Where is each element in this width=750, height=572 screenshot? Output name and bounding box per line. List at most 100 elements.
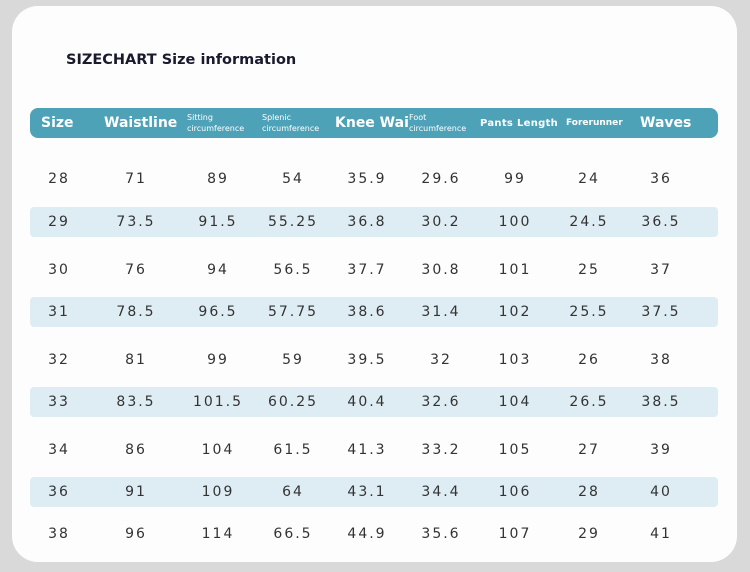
table-row: 38 96 114 66.5 44.9 35.6 107 29 41 — [30, 519, 718, 549]
cell-size: 29 — [48, 214, 70, 230]
cell-splenic-circumference: 60.25 — [267, 394, 319, 410]
cell-waistline: 81 — [125, 352, 147, 368]
table-row: 29 73.5 91.5 55.25 36.8 30.2 100 24.5 36.5 — [30, 207, 718, 237]
cell-foot-circumference: 32.6 — [421, 394, 461, 410]
size-chart-card — [12, 6, 737, 562]
cell-pants-length: 105 — [498, 442, 532, 458]
cell-forerunner: 26.5 — [569, 394, 609, 410]
cell-size: 36 — [48, 484, 70, 500]
cell-foot-circumference: 29.6 — [421, 171, 461, 187]
cell-foot-circumference: 30.2 — [421, 214, 461, 230]
cell-waves: 38 — [650, 352, 672, 368]
table-row: 30 76 94 56.5 37.7 30.8 101 25 37 — [30, 255, 718, 285]
cell-foot-circumference: 30.8 — [421, 262, 461, 278]
header-size-label: Size — [41, 115, 74, 131]
table-row: 34 86 104 61.5 41.3 33.2 105 27 39 — [30, 435, 718, 465]
cell-sitting-circumference: 89 — [207, 171, 229, 187]
cell-size: 31 — [48, 304, 70, 320]
cell-knee-wai: 41.3 — [347, 442, 387, 458]
cell-size: 33 — [48, 394, 70, 410]
cell-waves: 37 — [650, 262, 672, 278]
cell-waistline: 83.5 — [116, 394, 156, 410]
cell-splenic-circumference: 57.75 — [267, 304, 319, 320]
cell-pants-length: 106 — [498, 484, 532, 500]
cell-forerunner: 25.5 — [569, 304, 609, 320]
cell-pants-length: 107 — [498, 526, 532, 542]
header-forerunner-label: Forerunner — [566, 118, 623, 128]
cell-size: 38 — [48, 526, 70, 542]
cell-splenic-circumference: 61.5 — [273, 442, 313, 458]
cell-sitting-circumference: 94 — [207, 262, 229, 278]
cell-sitting-circumference: 101.5 — [192, 394, 244, 410]
table-row: 28 71 89 54 35.9 29.6 99 24 36 — [30, 164, 718, 194]
cell-size: 32 — [48, 352, 70, 368]
header-sitting-line1: Sitting — [187, 113, 213, 122]
cell-pants-length: 102 — [498, 304, 532, 320]
cell-forerunner: 24.5 — [569, 214, 609, 230]
header-foot-line2: circumference — [409, 124, 467, 133]
cell-forerunner: 24 — [578, 171, 600, 187]
cell-sitting-circumference: 114 — [201, 526, 235, 542]
cell-forerunner: 29 — [578, 526, 600, 542]
cell-waistline: 96 — [125, 526, 147, 542]
header-waistline-label: Waistline — [104, 115, 178, 131]
header-foot-line1: Foot — [409, 113, 427, 122]
cell-waistline: 76 — [125, 262, 147, 278]
cell-sitting-circumference: 96.5 — [198, 304, 238, 320]
header-knee-wai-label: Knee Wai — [335, 115, 409, 131]
cell-pants-length: 100 — [498, 214, 532, 230]
header-splenic-circumference: Splenic circumference — [262, 108, 319, 138]
cell-knee-wai: 37.7 — [347, 262, 387, 278]
header-splenic-line1: Splenic — [262, 113, 291, 122]
cell-splenic-circumference: 64 — [282, 484, 304, 500]
cell-knee-wai: 36.8 — [347, 214, 387, 230]
cell-sitting-circumference: 91.5 — [198, 214, 238, 230]
cell-forerunner: 28 — [578, 484, 600, 500]
header-sitting-line2: circumference — [187, 124, 245, 133]
cell-knee-wai: 44.9 — [347, 526, 387, 542]
header-waistline: Waistline — [104, 108, 177, 138]
table-row: 32 81 99 59 39.5 32 103 26 38 — [30, 345, 718, 375]
cell-waves: 37.5 — [641, 304, 681, 320]
cell-size: 34 — [48, 442, 70, 458]
cell-waistline: 73.5 — [116, 214, 156, 230]
cell-forerunner: 26 — [578, 352, 600, 368]
cell-waves: 36.5 — [641, 214, 681, 230]
cell-splenic-circumference: 55.25 — [267, 214, 319, 230]
cell-waves: 38.5 — [641, 394, 681, 410]
cell-sitting-circumference: 104 — [201, 442, 235, 458]
cell-waistline: 71 — [125, 171, 147, 187]
cell-foot-circumference: 32 — [430, 352, 452, 368]
cell-waistline: 86 — [125, 442, 147, 458]
cell-waves: 41 — [650, 526, 672, 542]
cell-pants-length: 103 — [498, 352, 532, 368]
cell-foot-circumference: 31.4 — [421, 304, 461, 320]
header-forerunner: Forerunner — [566, 108, 623, 138]
cell-forerunner: 27 — [578, 442, 600, 458]
cell-waves: 39 — [650, 442, 672, 458]
cell-waves: 36 — [650, 171, 672, 187]
cell-size: 30 — [48, 262, 70, 278]
table-row: 36 91 109 64 43.1 34.4 106 28 40 — [30, 477, 718, 507]
cell-knee-wai: 40.4 — [347, 394, 387, 410]
cell-knee-wai: 38.6 — [347, 304, 387, 320]
table-header: Size Waistline Sitting circumference Spl… — [30, 108, 718, 138]
cell-pants-length: 101 — [498, 262, 532, 278]
cell-knee-wai: 43.1 — [347, 484, 387, 500]
cell-knee-wai: 35.9 — [347, 171, 387, 187]
cell-size: 28 — [48, 171, 70, 187]
table-row: 31 78.5 96.5 57.75 38.6 31.4 102 25.5 37.5 — [30, 297, 718, 327]
cell-pants-length: 99 — [504, 171, 526, 187]
cell-foot-circumference: 33.2 — [421, 442, 461, 458]
cell-splenic-circumference: 56.5 — [273, 262, 313, 278]
header-size: Size — [41, 108, 74, 138]
header-pants-length: Pants Length — [480, 108, 558, 138]
header-sitting-circumference: Sitting circumference — [187, 108, 244, 138]
cell-sitting-circumference: 109 — [201, 484, 235, 500]
cell-pants-length: 104 — [498, 394, 532, 410]
cell-splenic-circumference: 66.5 — [273, 526, 313, 542]
header-waves: Waves — [640, 108, 691, 138]
cell-waistline: 78.5 — [116, 304, 156, 320]
cell-waves: 40 — [650, 484, 672, 500]
cell-foot-circumference: 35.6 — [421, 526, 461, 542]
